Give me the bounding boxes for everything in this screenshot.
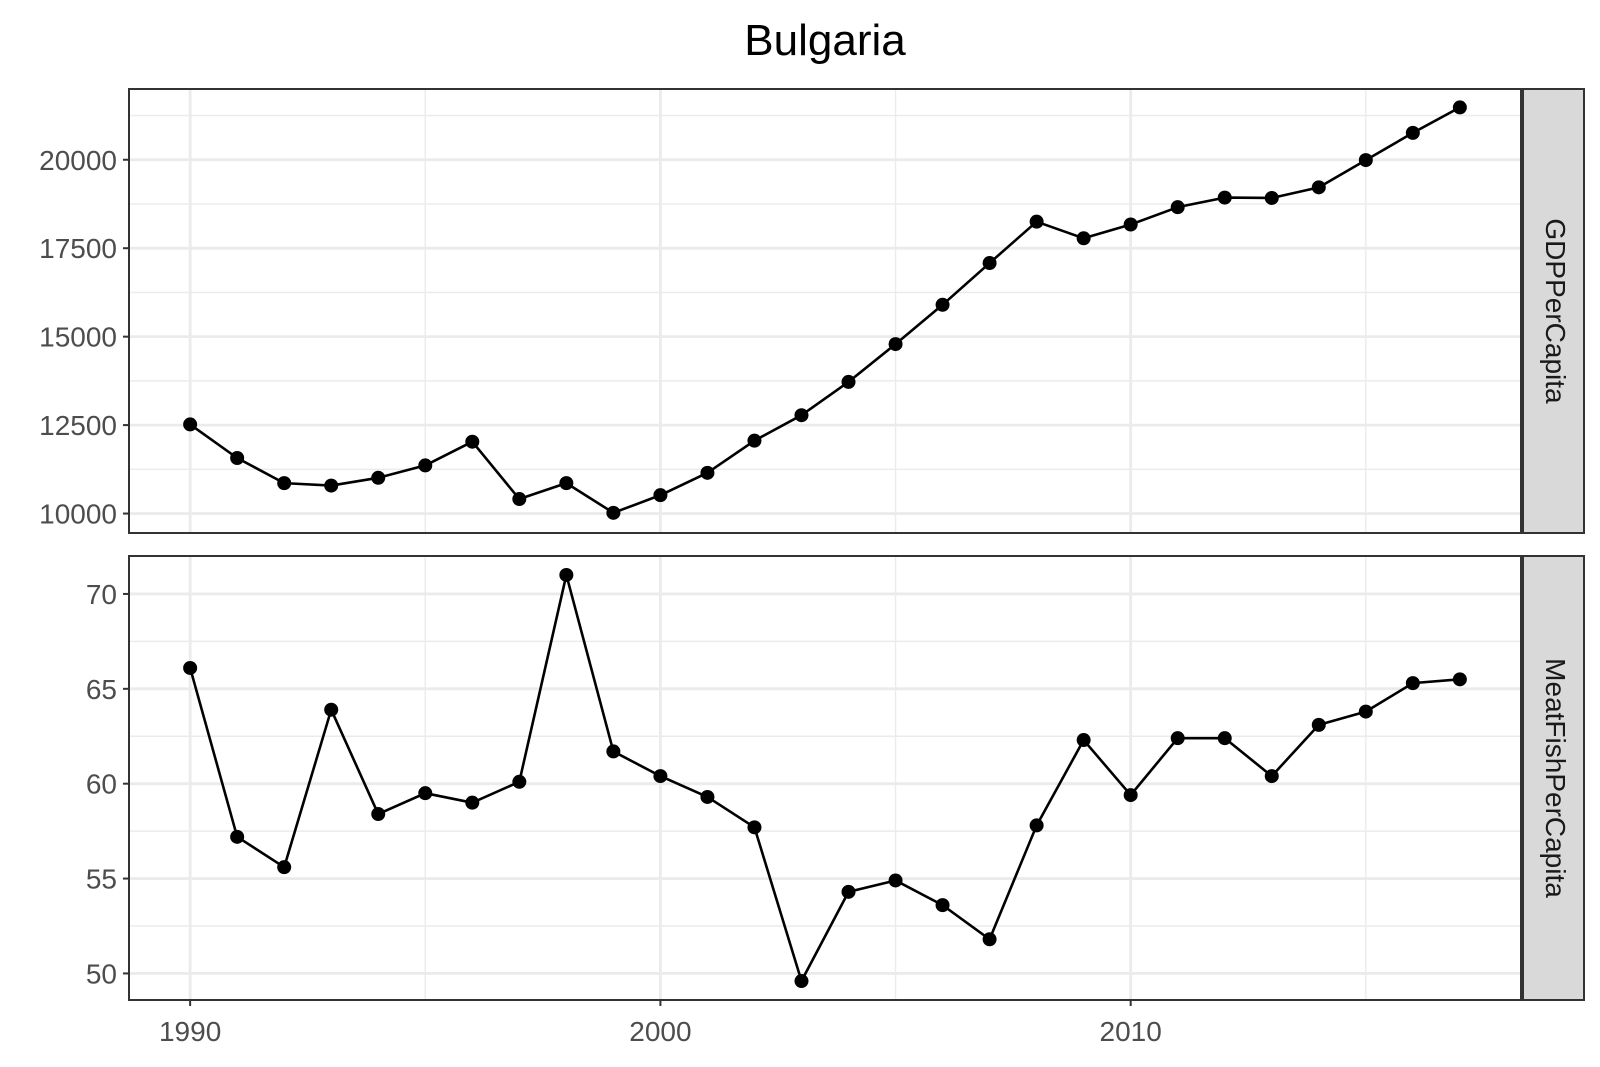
y-tick-label: 70 — [86, 579, 117, 610]
data-point — [1452, 100, 1467, 115]
facet-strip: GDPPerCapita — [1522, 88, 1585, 534]
panel-MeatFishPerCapita: 50 55 60 65 70 MeatFishPerCapita — [86, 555, 1585, 1001]
facet-strip-label: GDPPerCapita — [1540, 218, 1571, 404]
data-point — [1311, 180, 1326, 195]
data-point — [418, 458, 433, 473]
data-point — [371, 470, 386, 485]
data-point — [935, 898, 950, 913]
panel-border — [128, 555, 1522, 1001]
data-point — [277, 476, 292, 491]
data-point — [183, 660, 198, 675]
x-tick-label: 2000 — [629, 1016, 691, 1047]
data-point — [606, 505, 621, 520]
series-line-MeatFishPerCapita — [188, 573, 1460, 983]
data-point — [1170, 731, 1185, 746]
panel-border — [128, 88, 1522, 534]
y-tick-label: 60 — [86, 769, 117, 800]
data-point — [982, 256, 997, 271]
y-tick-label: 65 — [86, 674, 117, 705]
data-point — [277, 860, 292, 875]
y-tick-label: 12500 — [39, 410, 117, 441]
y-tick-label: 17500 — [39, 233, 117, 264]
data-point — [747, 820, 762, 835]
data-point — [1217, 190, 1232, 205]
data-point — [982, 932, 997, 947]
data-point — [794, 408, 809, 423]
data-point — [183, 417, 198, 432]
chart-title: Bulgaria — [744, 16, 906, 65]
data-point — [700, 789, 715, 804]
data-point — [418, 786, 433, 801]
data-point — [1076, 733, 1091, 748]
y-tick-label: 20000 — [39, 145, 117, 176]
facet-strip: MeatFishPerCapita — [1522, 555, 1585, 1001]
x-tick-label: 1990 — [159, 1016, 221, 1047]
data-point — [465, 434, 480, 449]
panel-plot-area — [129, 89, 1521, 533]
data-point — [653, 488, 668, 503]
data-point — [1405, 676, 1420, 691]
y-tick-label: 55 — [86, 864, 117, 895]
data-point — [747, 433, 762, 448]
data-point — [700, 465, 715, 480]
data-point — [1076, 231, 1091, 246]
facet-strip-background — [1522, 555, 1585, 1001]
y-tick-label: 10000 — [39, 499, 117, 530]
facet-strip-background — [1522, 88, 1585, 534]
data-point — [230, 450, 245, 465]
data-point — [1123, 217, 1138, 232]
panels-layer: 1000012500150001750020000GDPPerCapita505… — [39, 88, 1585, 1001]
data-point — [1311, 717, 1326, 732]
y-tick-label: 15000 — [39, 322, 117, 353]
series-line-GDPPerCapita — [189, 106, 1461, 515]
data-point — [512, 774, 527, 789]
data-point — [1123, 788, 1138, 803]
data-point — [230, 829, 245, 844]
data-point — [1264, 769, 1279, 784]
panel-background — [129, 556, 1521, 1000]
data-point — [1405, 125, 1420, 140]
data-point — [1029, 214, 1044, 229]
data-point — [888, 873, 903, 888]
data-point — [465, 795, 480, 810]
y-tick-label: 50 — [86, 958, 117, 989]
x-tick-label: 2010 — [1100, 1016, 1162, 1047]
data-point — [1358, 153, 1373, 168]
data-point — [1217, 731, 1232, 746]
data-point — [606, 744, 621, 759]
data-point — [653, 769, 668, 784]
panel-background — [129, 89, 1521, 533]
data-point — [841, 374, 856, 389]
data-point — [841, 884, 856, 899]
data-point — [935, 297, 950, 312]
data-point — [559, 567, 574, 582]
data-point — [1358, 704, 1373, 719]
facet-strip-label: MeatFishPerCapita — [1540, 658, 1571, 898]
data-point — [794, 974, 809, 989]
data-point — [1029, 818, 1044, 833]
data-point — [559, 476, 574, 491]
data-point — [888, 337, 903, 352]
panel-GDPPerCapita: 10000 12500 15000 17500 20000 GDPPerCapita — [39, 88, 1585, 534]
data-point — [1452, 672, 1467, 687]
data-point — [371, 807, 386, 822]
data-point — [512, 492, 527, 507]
data-point — [324, 702, 339, 717]
data-point — [1264, 190, 1279, 205]
data-point — [324, 478, 339, 493]
x-axis: 1990 2000 2010 — [159, 1000, 1162, 1047]
data-point — [1170, 200, 1185, 215]
panel-plot-area — [129, 556, 1521, 1000]
